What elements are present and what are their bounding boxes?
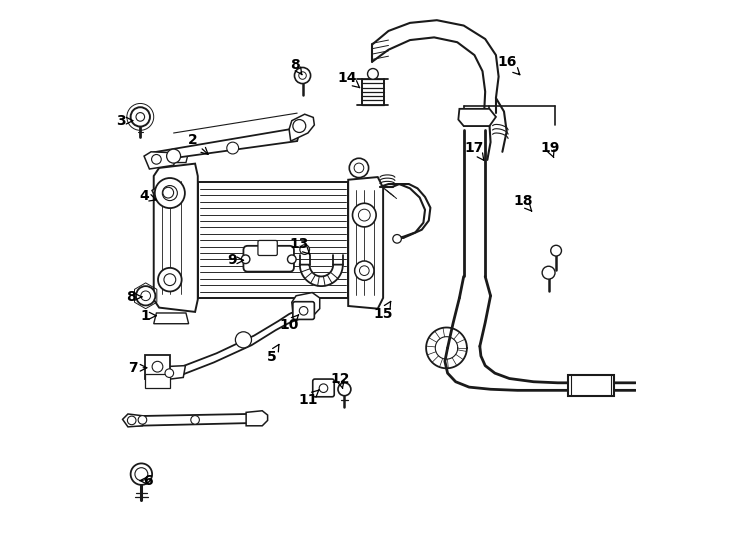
Text: 6: 6 [139,474,153,488]
Circle shape [128,416,136,425]
Circle shape [135,468,148,481]
Circle shape [393,234,401,243]
FancyBboxPatch shape [145,355,170,379]
Text: 1: 1 [141,309,156,323]
Circle shape [141,291,150,301]
Polygon shape [159,366,186,380]
Circle shape [152,361,163,372]
Circle shape [338,383,351,396]
Polygon shape [153,152,189,163]
Circle shape [358,209,370,221]
Text: 17: 17 [465,140,484,160]
Text: 16: 16 [497,55,520,75]
Text: 3: 3 [116,113,133,127]
Text: 5: 5 [266,345,279,364]
Circle shape [319,384,328,393]
Text: 8: 8 [126,290,142,304]
Circle shape [288,255,296,264]
Circle shape [550,245,562,256]
Text: 2: 2 [187,133,208,154]
Polygon shape [426,327,467,368]
Circle shape [167,149,181,163]
FancyBboxPatch shape [293,302,314,320]
Circle shape [354,163,364,173]
Circle shape [355,261,374,280]
Polygon shape [155,129,299,164]
Circle shape [191,416,200,424]
Polygon shape [131,414,252,426]
Circle shape [299,72,306,79]
Text: 11: 11 [298,390,319,407]
Text: 18: 18 [513,194,533,211]
Circle shape [542,266,555,279]
Circle shape [162,186,178,200]
Circle shape [352,203,376,227]
Circle shape [152,154,161,164]
Circle shape [300,245,310,254]
Polygon shape [289,114,314,141]
Text: 9: 9 [227,253,244,267]
Circle shape [163,187,174,198]
Polygon shape [372,20,498,113]
Circle shape [360,266,369,275]
Polygon shape [380,184,430,239]
Circle shape [158,268,181,292]
Circle shape [136,286,156,306]
FancyBboxPatch shape [258,240,277,255]
Text: 8: 8 [290,58,302,75]
FancyBboxPatch shape [244,246,294,272]
Circle shape [164,274,175,286]
Circle shape [227,142,239,154]
Text: 7: 7 [128,361,147,375]
FancyBboxPatch shape [145,374,170,388]
Polygon shape [348,177,383,309]
Text: 19: 19 [540,140,559,158]
Text: 14: 14 [338,71,360,87]
Polygon shape [144,152,178,169]
Polygon shape [152,184,181,201]
Text: 4: 4 [139,189,156,203]
Circle shape [138,416,147,424]
Circle shape [165,369,174,377]
Circle shape [131,107,150,126]
Text: 12: 12 [330,372,350,388]
Polygon shape [153,313,189,323]
Circle shape [236,332,252,348]
Polygon shape [246,411,268,426]
Polygon shape [170,310,297,379]
Polygon shape [458,109,496,126]
Circle shape [349,158,368,178]
Circle shape [136,113,145,121]
Polygon shape [445,346,636,390]
Polygon shape [123,414,145,427]
Circle shape [131,463,152,485]
Text: 15: 15 [374,301,393,321]
Circle shape [155,178,185,208]
Polygon shape [153,164,197,312]
Text: 13: 13 [290,237,310,254]
Bar [568,375,614,396]
FancyBboxPatch shape [313,379,334,397]
Bar [197,183,348,298]
Polygon shape [300,265,343,286]
Text: 10: 10 [280,315,299,332]
Polygon shape [292,293,320,321]
Circle shape [293,119,306,132]
Circle shape [294,68,310,84]
Circle shape [241,255,250,264]
Circle shape [299,307,308,315]
Circle shape [368,69,378,79]
